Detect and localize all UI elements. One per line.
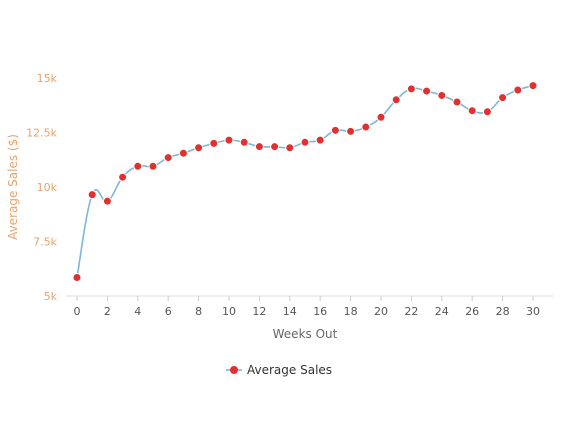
data-point[interactable] [285, 143, 295, 153]
x-tick-label: 2 [104, 305, 111, 318]
data-point[interactable] [498, 93, 508, 103]
data-point[interactable] [194, 143, 204, 153]
data-point[interactable] [270, 142, 280, 152]
series-average-sales [72, 81, 538, 282]
y-axis: 5k 7.5k 10k 12.5k 15k [26, 72, 57, 303]
x-tick-label: 28 [496, 305, 510, 318]
data-point[interactable] [376, 112, 386, 122]
data-point[interactable] [346, 126, 356, 136]
data-point[interactable] [239, 137, 249, 147]
y-tick-label: 12.5k [26, 127, 57, 140]
legend-marker-swatch [230, 366, 238, 374]
data-point[interactable] [406, 84, 416, 94]
data-point[interactable] [133, 161, 143, 171]
x-tick-label: 6 [165, 305, 172, 318]
legend[interactable]: Average Sales [226, 363, 332, 377]
data-point[interactable] [330, 125, 340, 135]
data-point[interactable] [87, 190, 97, 200]
y-axis-title: Average Sales ($) [6, 134, 20, 240]
data-point[interactable] [467, 106, 477, 116]
data-point[interactable] [452, 97, 462, 107]
y-tick-label: 10k [37, 181, 58, 194]
data-point[interactable] [118, 172, 128, 182]
x-tick-label: 8 [195, 305, 202, 318]
x-tick-label: 30 [526, 305, 540, 318]
x-tick-label: 18 [344, 305, 358, 318]
x-tick-label: 14 [283, 305, 297, 318]
x-tick-label: 16 [313, 305, 327, 318]
data-point[interactable] [437, 90, 447, 100]
y-tick-label: 7.5k [33, 236, 57, 249]
data-point[interactable] [391, 95, 401, 105]
data-point[interactable] [300, 137, 310, 147]
x-tick-label: 22 [404, 305, 418, 318]
data-point[interactable] [315, 135, 325, 145]
data-point[interactable] [513, 85, 523, 95]
series-line-average-sales [76, 84, 534, 278]
data-point[interactable] [148, 161, 158, 171]
data-point[interactable] [209, 138, 219, 148]
data-point[interactable] [178, 148, 188, 158]
x-tick-label: 0 [74, 305, 81, 318]
data-point[interactable] [254, 142, 264, 152]
data-point[interactable] [224, 135, 234, 145]
x-tick-label: 10 [222, 305, 236, 318]
x-tick-label: 26 [465, 305, 479, 318]
data-point[interactable] [482, 107, 492, 117]
y-tick-label: 5k [44, 290, 58, 303]
data-point[interactable] [528, 81, 538, 91]
data-point[interactable] [163, 153, 173, 163]
y-tick-label: 15k [37, 72, 58, 85]
data-point[interactable] [72, 272, 82, 282]
x-tick-label: 4 [134, 305, 141, 318]
data-point[interactable] [361, 122, 371, 132]
x-axis: 0 2 4 6 8 10 12 14 16 18 20 22 24 26 28 30 [66, 295, 553, 318]
x-axis-title: Weeks Out [273, 327, 338, 341]
data-point[interactable] [102, 196, 112, 206]
legend-label-average-sales[interactable]: Average Sales [247, 363, 332, 377]
x-tick-label: 24 [435, 305, 449, 318]
data-point[interactable] [422, 86, 432, 96]
x-tick-label: 20 [374, 305, 388, 318]
x-tick-label: 12 [252, 305, 266, 318]
